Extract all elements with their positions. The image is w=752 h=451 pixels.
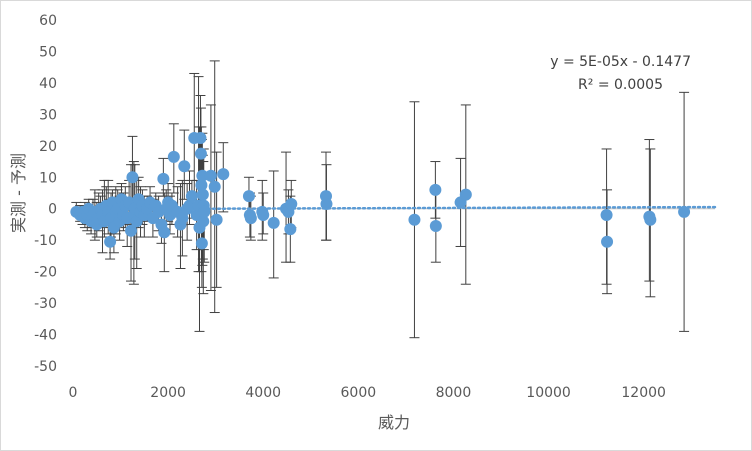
data-point <box>600 209 613 222</box>
y-tick-label: 0 <box>48 202 57 218</box>
data-point <box>459 188 472 201</box>
data-point <box>210 213 223 226</box>
data-point <box>644 213 657 226</box>
y-axis-title: 実測 - 予測 <box>9 153 28 233</box>
y-tick-label: -50 <box>34 359 57 375</box>
data-point <box>158 226 171 239</box>
y-tick-labels: -50 -40 -30 -20 -10 0 10 20 30 40 50 60 <box>34 13 57 375</box>
data-point <box>104 235 117 248</box>
data-point <box>244 212 257 225</box>
data-point <box>208 180 221 193</box>
y-tick-label: 60 <box>39 13 57 29</box>
y-tick-label: -10 <box>34 233 57 249</box>
data-point <box>126 171 139 184</box>
data-point <box>198 205 211 218</box>
y-tick-label: -40 <box>34 328 57 344</box>
y-tick-label: -30 <box>34 296 57 312</box>
x-tick-label: 8000 <box>436 385 472 401</box>
data-point <box>204 169 217 182</box>
data-point <box>178 160 191 173</box>
trendline-equation: y = 5E-05x - 0.1477 <box>550 54 691 70</box>
data-point <box>157 172 170 185</box>
data-point <box>185 190 198 203</box>
data-point <box>194 131 207 144</box>
data-point <box>429 220 442 233</box>
y-tick-label: 50 <box>39 44 57 60</box>
data-points <box>70 131 691 250</box>
data-point <box>285 198 298 211</box>
data-point <box>183 199 196 212</box>
x-tick-label: 10000 <box>526 385 571 401</box>
data-point <box>257 209 270 222</box>
x-tick-label: 12000 <box>621 385 666 401</box>
data-point <box>217 168 230 181</box>
data-point <box>125 224 138 237</box>
x-tick-label: 2000 <box>150 385 186 401</box>
error-bar <box>644 139 655 282</box>
x-tick-label: 0 <box>69 385 78 401</box>
y-tick-label: 40 <box>39 76 57 92</box>
data-point <box>601 235 614 248</box>
y-tick-label: 20 <box>39 139 57 155</box>
data-point <box>196 188 209 201</box>
data-point <box>195 179 208 192</box>
trendline-r-squared: R² = 0.0005 <box>578 77 663 93</box>
data-point <box>678 205 691 218</box>
x-tick-label: 6000 <box>341 385 377 401</box>
data-point <box>429 183 442 196</box>
y-tick-label: 10 <box>39 170 57 186</box>
data-point <box>408 213 421 226</box>
data-point <box>167 150 180 163</box>
x-tick-label: 4000 <box>245 385 281 401</box>
data-point <box>242 190 255 203</box>
x-axis-title: 威力 <box>378 413 410 432</box>
y-tick-label: -20 <box>34 265 57 281</box>
data-point <box>194 147 207 160</box>
data-point <box>284 223 297 236</box>
data-point <box>320 198 333 211</box>
y-tick-label: 30 <box>39 107 57 123</box>
data-point <box>195 237 208 250</box>
data-point <box>176 212 189 225</box>
data-point <box>197 215 210 228</box>
x-tick-labels: 0 2000 4000 6000 8000 10000 12000 <box>69 385 666 401</box>
data-point <box>267 216 280 229</box>
data-point <box>196 169 209 182</box>
